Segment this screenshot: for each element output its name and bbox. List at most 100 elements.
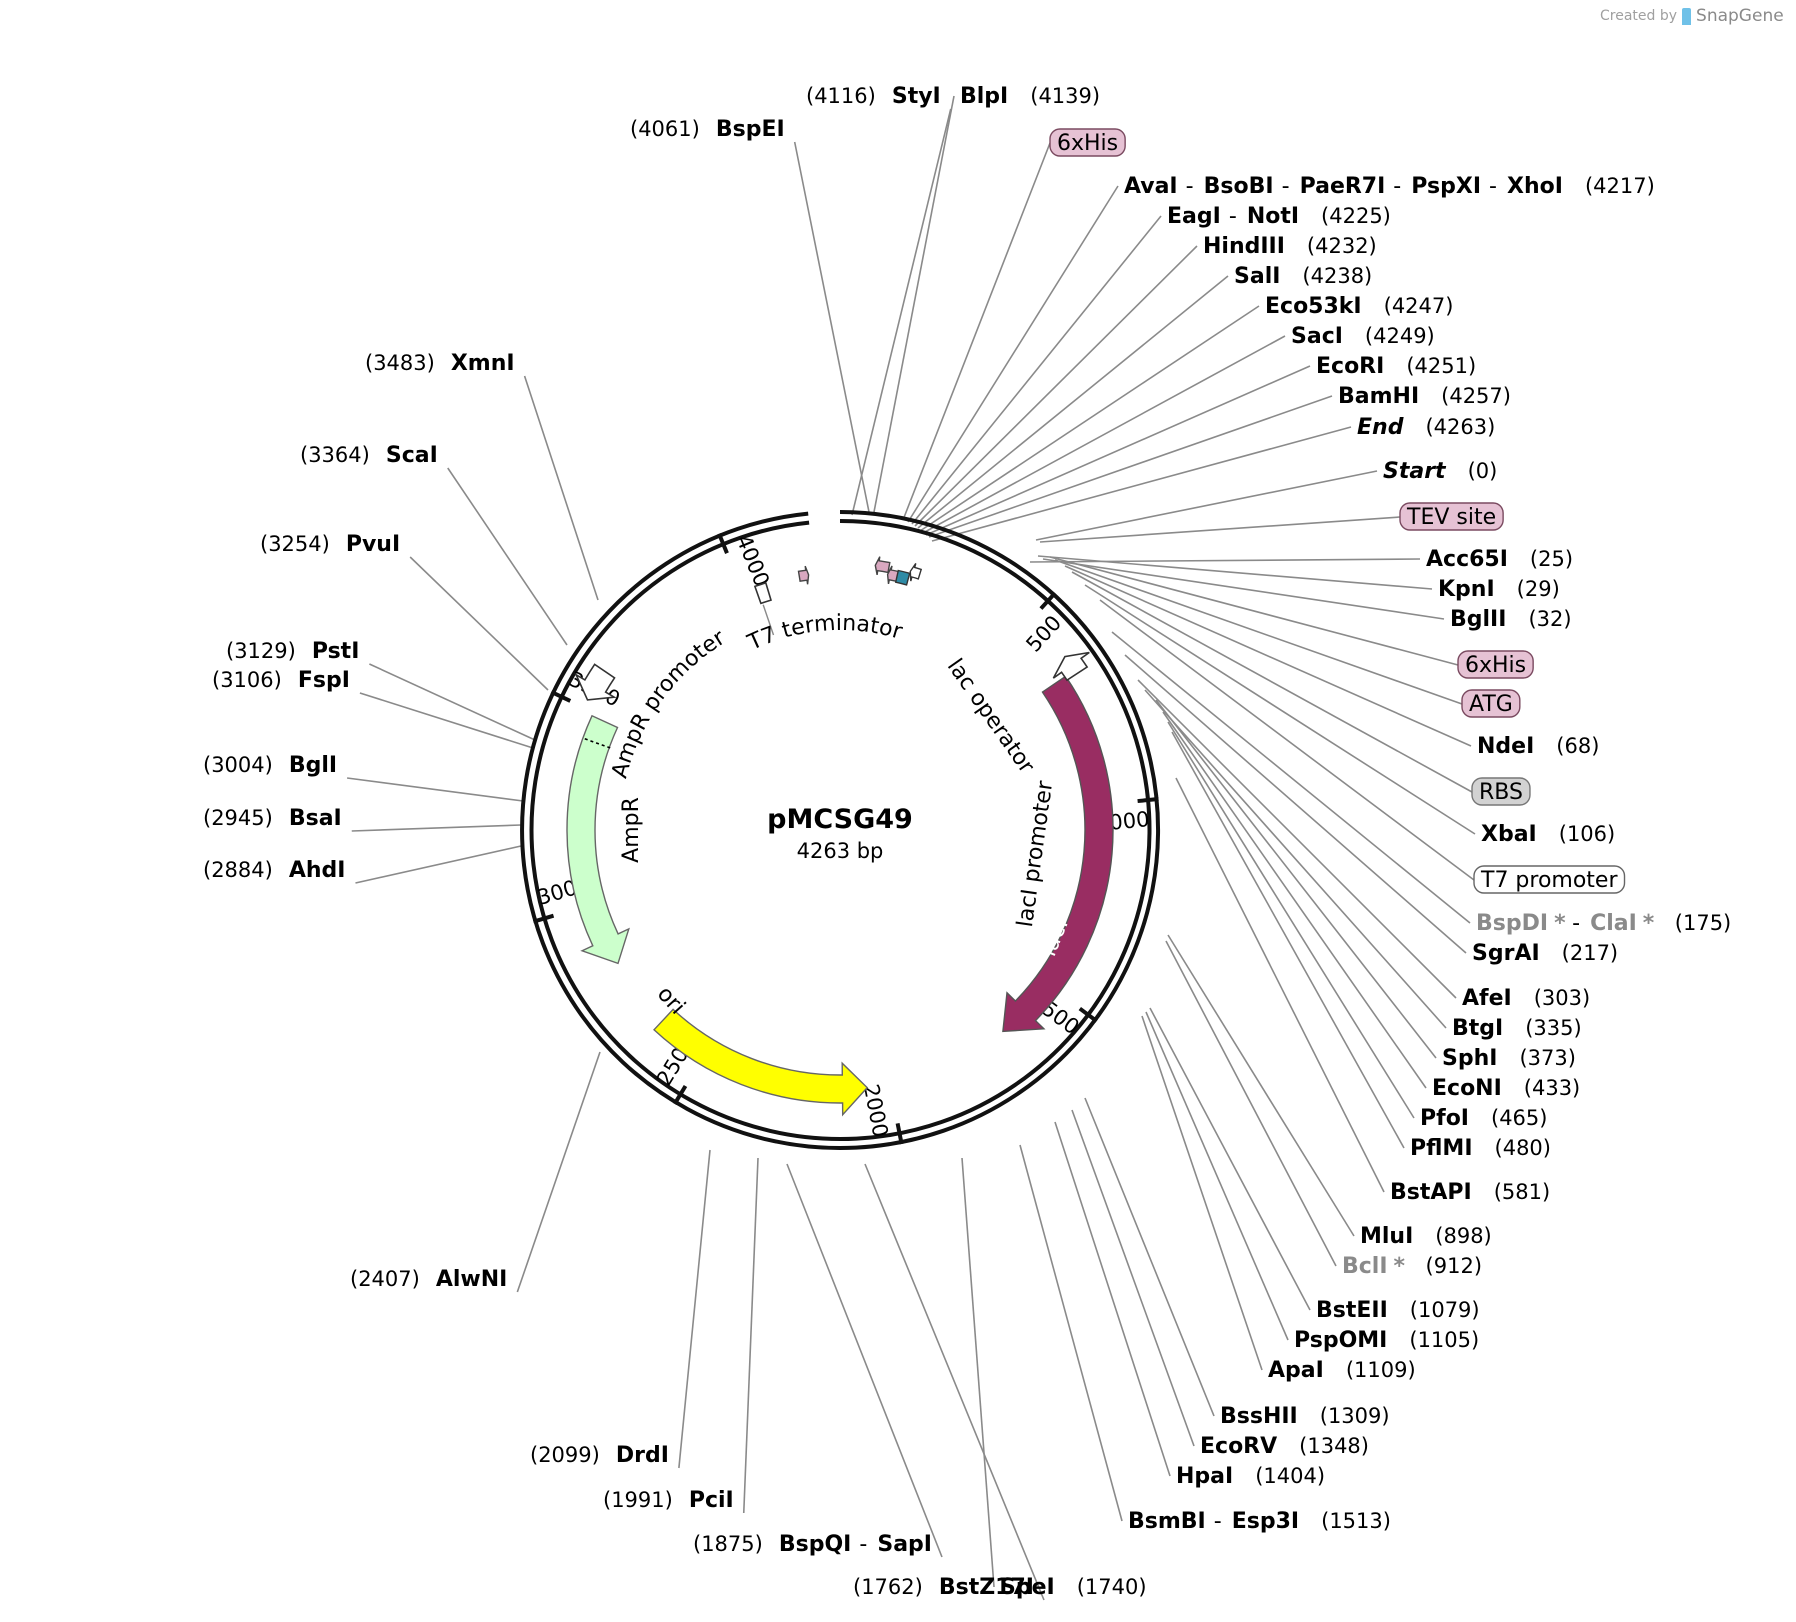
site-label-53[interactable]: (3254) PvuI bbox=[260, 532, 400, 557]
site-label-35[interactable]: BstEII (1079) bbox=[1316, 1298, 1480, 1323]
feature-laci[interactable] bbox=[1002, 675, 1114, 1033]
leader-line bbox=[902, 142, 1051, 521]
site-label-6[interactable]: HindIII (4232) bbox=[1203, 234, 1377, 259]
site-label-54[interactable]: (3364) ScaI bbox=[300, 443, 438, 468]
leader-line bbox=[786, 1163, 943, 1558]
site-label-18[interactable]: 6xHis bbox=[1457, 650, 1534, 679]
site-enzyme-name: XhoI bbox=[1507, 174, 1563, 199]
site-position: (1991) bbox=[603, 1488, 673, 1512]
site-position: (3106) bbox=[212, 668, 282, 692]
site-label-29[interactable]: EcoNI (433) bbox=[1432, 1076, 1580, 1101]
site-label-7[interactable]: SalI (4238) bbox=[1234, 264, 1372, 289]
site-position: (1875) bbox=[693, 1532, 763, 1556]
site-label-41[interactable]: BsmBI - Esp3I (1513) bbox=[1128, 1509, 1391, 1534]
site-label-5[interactable]: EagI - NotI (4225) bbox=[1167, 204, 1391, 229]
site-label-10[interactable]: EcoRI (4251) bbox=[1316, 354, 1476, 379]
site-label-38[interactable]: BssHII (1309) bbox=[1220, 1404, 1390, 1429]
site-label-34[interactable]: BclI * (912) bbox=[1342, 1254, 1482, 1279]
site-label-46[interactable]: (2099) DrdI bbox=[530, 1443, 669, 1468]
site-label-16[interactable]: KpnI (29) bbox=[1438, 577, 1560, 602]
site-label-47[interactable]: (2407) AlwNI bbox=[350, 1267, 507, 1292]
feature-label-laci-promoter: lacI promoter bbox=[1013, 779, 1058, 929]
site-label-39[interactable]: EcoRV (1348) bbox=[1200, 1434, 1369, 1459]
site-separator: - bbox=[1229, 204, 1237, 229]
leader-line bbox=[917, 275, 1229, 529]
leader-line bbox=[1037, 555, 1433, 590]
leader-line bbox=[369, 663, 536, 741]
site-label-45[interactable]: (1991) PciI bbox=[603, 1488, 734, 1513]
site-label-9[interactable]: SacI (4249) bbox=[1291, 324, 1435, 349]
site-position: (2884) bbox=[203, 858, 273, 882]
site-label-36[interactable]: PspOMI (1105) bbox=[1294, 1328, 1479, 1353]
site-label-42[interactable]: SpeI (1740) bbox=[1000, 1575, 1147, 1600]
leader-line bbox=[907, 185, 1119, 523]
site-enzyme-name: BsoBI bbox=[1204, 174, 1274, 199]
site-position: (898) bbox=[1435, 1224, 1491, 1248]
site-label-23[interactable]: T7 promoter bbox=[1473, 865, 1626, 894]
site-label-40[interactable]: HpaI (1404) bbox=[1176, 1464, 1325, 1489]
site-label-13[interactable]: Start (0) bbox=[1383, 459, 1497, 484]
site-label-26[interactable]: AfeI (303) bbox=[1462, 986, 1590, 1011]
site-position: (25) bbox=[1530, 547, 1573, 571]
site-label-14[interactable]: TEV site bbox=[1399, 502, 1504, 531]
site-label-4[interactable]: AvaI - BsoBI - PaeR7I - PspXI - XhoI (4217) bbox=[1124, 174, 1655, 199]
site-label-3[interactable]: 6xHis bbox=[1049, 128, 1126, 157]
site-label-28[interactable]: SphI (373) bbox=[1442, 1046, 1576, 1071]
tick-mark-2000 bbox=[895, 1123, 904, 1145]
site-label-15[interactable]: Acc65I (25) bbox=[1426, 547, 1573, 572]
tick-mark-3500 bbox=[550, 690, 572, 703]
site-label-50[interactable]: (3004) BglI bbox=[203, 753, 337, 778]
feature-ampr[interactable] bbox=[566, 714, 630, 965]
site-label-2[interactable]: BlpI (4139) bbox=[960, 84, 1100, 109]
site-label-49[interactable]: (2945) BsaI bbox=[203, 806, 342, 831]
feature-t7-terminator-box[interactable] bbox=[753, 581, 772, 605]
site-label-37[interactable]: ApaI (1109) bbox=[1268, 1358, 1416, 1383]
site-label-11[interactable]: BamHI (4257) bbox=[1338, 384, 1511, 409]
feature-6xhis-c-terminal[interactable] bbox=[797, 565, 810, 585]
feature-t7-promoter-arrow[interactable] bbox=[909, 563, 923, 582]
feature-lac-operator[interactable] bbox=[894, 569, 911, 586]
tick-mark-1000 bbox=[1137, 797, 1159, 804]
leader-lines bbox=[346, 95, 1476, 1601]
site-enzyme-name: BsmBI bbox=[1128, 1509, 1206, 1534]
site-position: (106) bbox=[1559, 822, 1615, 846]
site-label-20[interactable]: NdeI (68) bbox=[1477, 734, 1599, 759]
snapgene-logo-icon bbox=[1682, 7, 1692, 25]
site-label-27[interactable]: BtgI (335) bbox=[1452, 1016, 1582, 1041]
site-enzyme-name: BspQI bbox=[779, 1532, 852, 1557]
feature-tev-site[interactable] bbox=[874, 556, 891, 576]
site-label-19[interactable]: ATG bbox=[1461, 689, 1521, 718]
site-label-43[interactable]: (1762) BstZ17I bbox=[853, 1575, 1034, 1600]
site-label-8[interactable]: Eco53kI (4247) bbox=[1265, 294, 1453, 319]
site-label-1[interactable]: (4061) BspEI bbox=[630, 117, 785, 142]
site-label-55[interactable]: (3483) XmnI bbox=[365, 351, 515, 376]
site-enzyme-name: Esp3I bbox=[1232, 1509, 1299, 1534]
site-enzyme-name: NdeI bbox=[1477, 734, 1534, 759]
methylation-asterisk: * bbox=[1394, 1254, 1406, 1279]
site-label-21[interactable]: RBS bbox=[1471, 777, 1531, 806]
site-label-30[interactable]: PfoI (465) bbox=[1420, 1106, 1547, 1131]
feature-ampr-promoter-arrow[interactable] bbox=[574, 663, 617, 701]
site-label-44[interactable]: (1875) BspQI - SapI bbox=[693, 1532, 932, 1557]
feature-laci-promoter-arrow[interactable] bbox=[1052, 651, 1090, 682]
site-label-24[interactable]: BspDI * - ClaI * (175) bbox=[1476, 911, 1731, 936]
leader-line bbox=[742, 1157, 759, 1514]
site-enzyme-name: FspI bbox=[298, 668, 350, 693]
site-label-0[interactable]: (4116) StyI bbox=[806, 84, 941, 109]
site-label-17[interactable]: BglII (32) bbox=[1450, 607, 1572, 632]
site-enzyme-name: XmnI bbox=[451, 351, 515, 376]
feature-ori[interactable] bbox=[653, 1008, 869, 1117]
site-label-12[interactable]: End (4263) bbox=[1357, 415, 1495, 440]
site-label-33[interactable]: MluI (898) bbox=[1360, 1224, 1492, 1249]
site-label-25[interactable]: SgrAI (217) bbox=[1472, 941, 1618, 966]
site-label-48[interactable]: (2884) AhdI bbox=[203, 858, 345, 883]
site-position: (1079) bbox=[1410, 1298, 1480, 1322]
site-label-51[interactable]: (3106) FspI bbox=[212, 668, 350, 693]
leader-line bbox=[1175, 777, 1385, 1193]
site-position: (1309) bbox=[1320, 1404, 1390, 1428]
site-position: (4257) bbox=[1441, 384, 1511, 408]
site-label-31[interactable]: PflMI (480) bbox=[1410, 1136, 1551, 1161]
site-label-52[interactable]: (3129) PstI bbox=[226, 639, 359, 664]
site-label-22[interactable]: XbaI (106) bbox=[1481, 822, 1615, 847]
site-label-32[interactable]: BstAPI (581) bbox=[1390, 1180, 1550, 1205]
